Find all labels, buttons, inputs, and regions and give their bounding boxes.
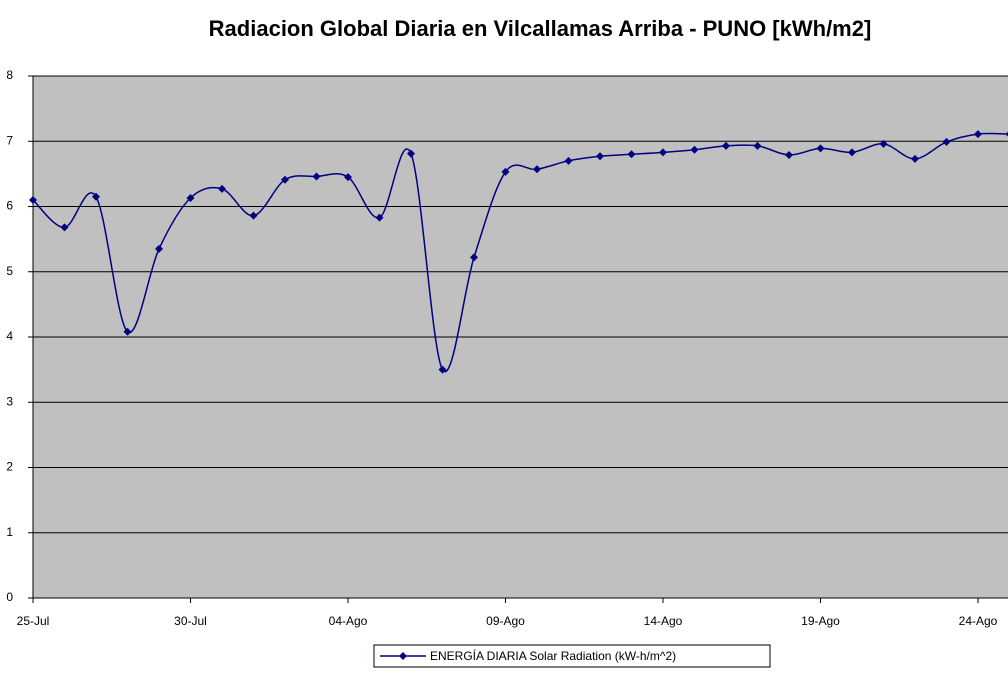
y-tick-label: 0 [6,590,13,604]
y-tick-label: 1 [6,525,13,539]
x-tick-label: 04-Ago [329,614,368,628]
x-tick-label: 19-Ago [801,614,840,628]
x-tick-label: 09-Ago [486,614,525,628]
y-tick-label: 5 [6,264,13,278]
chart-title: Radiacion Global Diaria en Vilcallamas A… [209,16,872,41]
legend-label: ENERGÍA DIARIA Solar Radiation (kW-h/m^2… [430,648,676,663]
x-tick-label: 25-Jul [17,614,50,628]
y-tick-label: 8 [6,68,13,82]
y-tick-label: 6 [6,199,13,213]
y-tick-label: 7 [6,133,13,147]
x-tick-label: 14-Ago [644,614,683,628]
y-tick-label: 3 [6,394,13,408]
x-tick-label: 24-Ago [959,614,998,628]
x-tick-label: 30-Jul [174,614,207,628]
y-tick-label: 2 [6,460,13,474]
y-tick-label: 4 [6,329,13,343]
